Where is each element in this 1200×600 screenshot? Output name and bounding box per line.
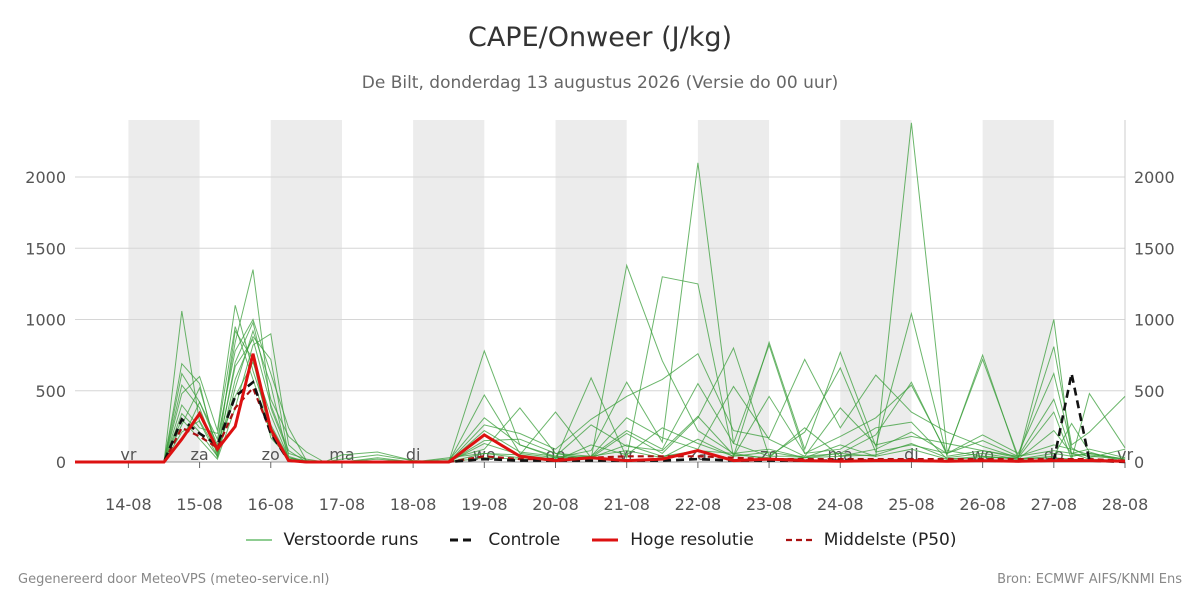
footer-source: Bron: ECMWF AIFS/KNMI Ens [997,572,1182,587]
legend-item-control[interactable]: Controle [448,530,560,550]
legend-item-median[interactable]: Middelste (P50) [784,530,957,550]
x-tick-day-label: za [689,445,707,464]
footer-generator: Gegenereerd door MeteoVPS (meteo-service… [18,572,330,587]
y-tick-label-right: 0 [1134,453,1144,472]
legend-label-median: Middelste (P50) [823,530,957,550]
ensemble-member-line-7 [75,326,1126,463]
x-tick-date-label: 23-08 [746,495,793,514]
y-tick-label-right: 500 [1134,382,1165,401]
x-tick-day-label: vr [120,445,136,464]
ensemble-member-line-5 [75,320,1126,463]
ensemble-member-line-4 [75,276,1126,463]
y-tick-label-left: 1000 [25,311,66,330]
ensemble-member-line-11 [75,329,1126,463]
y-tick-label-right: 2000 [1134,168,1175,187]
day-band-3 [555,120,627,462]
legend-swatch-median [785,538,812,542]
x-tick-day-label: za [190,445,208,464]
y-tick-label-right: 1000 [1134,311,1175,330]
x-tick-date-label: 14-08 [105,495,152,514]
x-tick-date-label: 27-08 [1031,495,1078,514]
legend-label-hres: Hoge resolutie [630,530,754,550]
legend-item-hres[interactable]: Hoge resolutie [590,530,754,550]
day-band-1 [270,120,342,462]
x-tick-date-label: 15-08 [176,495,223,514]
legend-label-control: Controle [488,530,561,550]
x-tick-date-label: 17-08 [319,495,366,514]
y-tick-label-left: 1500 [25,239,66,258]
legend-label-members: Verstoorde runs [283,530,419,550]
x-tick-date-label: 19-08 [461,495,508,514]
y-tick-label-right: 1500 [1134,239,1175,258]
x-tick-date-label: 25-08 [888,495,935,514]
y-tick-label-left: 2000 [25,168,66,187]
x-tick-date-label: 28-08 [1102,495,1149,514]
legend-swatch-members [245,539,272,541]
day-band-2 [413,120,485,462]
chart-canvas: 0 0 500 500 1000 1000 1500 1500 2000 2000 vr 14-08 z… [25,120,1175,514]
day-band-6 [982,120,1054,462]
legend-item-members[interactable]: Verstoorde runs [244,530,419,550]
x-tick-day-label: wo [473,445,496,464]
x-tick-date-label: 26-08 [959,495,1006,514]
ensemble-member-line-9 [75,329,1126,463]
ensemble-member-line-2 [75,122,1126,463]
x-tick-date-label: 22-08 [675,495,722,514]
x-tick-date-label: 20-08 [532,495,579,514]
y-tick-label-left: 0 [56,453,66,472]
y-tick-label-left: 500 [35,382,66,401]
legend-swatch-control [450,538,477,542]
chart-title: CAPE/Onweer (J/kg) [467,22,732,53]
x-tick-date-label: 16-08 [248,495,295,514]
control-line [75,373,1126,464]
x-tick-date-label: 24-08 [817,495,864,514]
chart-subtitle: De Bilt, donderdag 13 augustus 2026 (Ver… [361,73,839,93]
x-tick-date-label: 21-08 [603,495,650,514]
x-tick-day-label: zo [262,445,280,464]
legend-swatch-hres [592,538,619,542]
day-band-5 [840,120,912,462]
x-tick-date-label: 18-08 [390,495,437,514]
chart-legend: Verstoorde runs Controle Hoge resolutie … [0,530,1200,550]
day-band-4 [697,120,770,462]
hres-line [75,353,1126,464]
